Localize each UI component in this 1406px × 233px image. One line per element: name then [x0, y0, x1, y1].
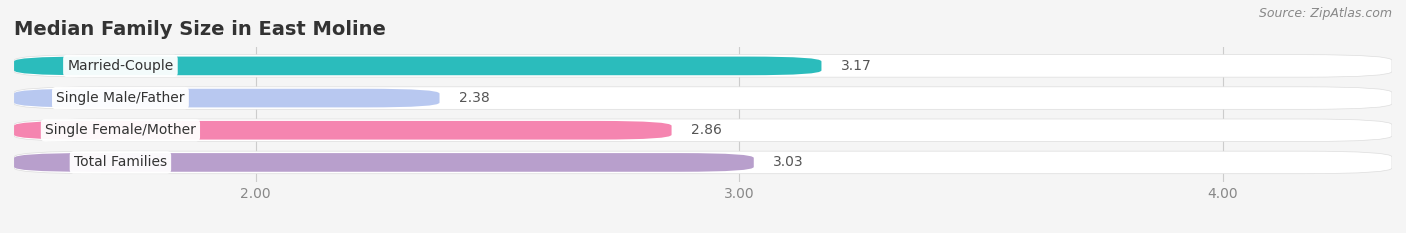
FancyBboxPatch shape — [14, 153, 754, 172]
Text: Single Female/Mother: Single Female/Mother — [45, 123, 195, 137]
FancyBboxPatch shape — [14, 55, 1392, 77]
FancyBboxPatch shape — [14, 87, 1392, 109]
FancyBboxPatch shape — [14, 121, 672, 140]
Text: Total Families: Total Families — [75, 155, 167, 169]
Text: 2.38: 2.38 — [458, 91, 489, 105]
FancyBboxPatch shape — [14, 57, 821, 75]
Text: Source: ZipAtlas.com: Source: ZipAtlas.com — [1258, 7, 1392, 20]
Text: 3.03: 3.03 — [773, 155, 804, 169]
Text: Married-Couple: Married-Couple — [67, 59, 173, 73]
FancyBboxPatch shape — [14, 151, 1392, 174]
Text: Median Family Size in East Moline: Median Family Size in East Moline — [14, 21, 385, 39]
Text: 2.86: 2.86 — [690, 123, 721, 137]
FancyBboxPatch shape — [14, 119, 1392, 141]
Text: 3.17: 3.17 — [841, 59, 872, 73]
FancyBboxPatch shape — [14, 89, 440, 107]
Text: Single Male/Father: Single Male/Father — [56, 91, 184, 105]
